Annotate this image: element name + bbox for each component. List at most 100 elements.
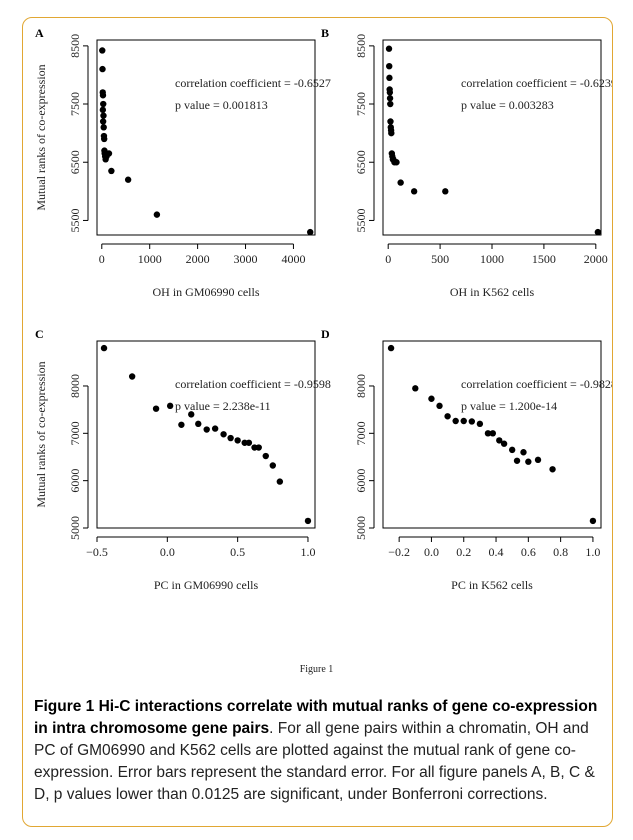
y-tick-label-c: 8000 — [68, 374, 82, 398]
data-point-c — [166, 402, 174, 410]
figure-caption: Figure 1 Hi-C interactions correlate wit… — [34, 696, 606, 806]
data-point-d — [387, 344, 395, 352]
y-tick-label-b: 7500 — [354, 92, 368, 116]
data-point-a — [105, 150, 113, 157]
data-point-d — [513, 457, 521, 464]
caption-text: . For all gene pairs within a chromatin,… — [34, 720, 595, 803]
plot-area-d — [382, 340, 602, 529]
data-point-c — [304, 517, 312, 525]
data-point-d — [460, 417, 467, 425]
y-tick-label-c: 6000 — [68, 469, 82, 493]
x-tick-label-a: 1000 — [138, 252, 162, 266]
data-point-c — [227, 434, 234, 442]
x-tick-label-a: 3000 — [234, 252, 258, 266]
y-tick-label-d: 5000 — [354, 516, 368, 540]
data-point-a — [99, 118, 107, 125]
y-tick-label-c: 7000 — [68, 421, 82, 445]
x-tick-label-d: 0.8 — [553, 545, 568, 559]
data-point-b — [410, 188, 418, 195]
data-point-a — [100, 124, 107, 131]
correlation-annotation-c: correlation coefficient = -0.9598 — [175, 377, 331, 391]
data-point-c — [269, 462, 277, 469]
data-point-a — [100, 100, 107, 108]
data-point-b — [594, 228, 602, 236]
data-point-d — [452, 417, 459, 425]
x-tick-label-a: 2000 — [186, 252, 210, 266]
data-point-d — [500, 440, 508, 447]
data-point-a — [153, 211, 161, 218]
data-point-b — [385, 45, 393, 52]
data-point-b — [388, 129, 395, 137]
x-tick-label-d: 0.2 — [456, 545, 471, 559]
p-value-annotation-b: p value = 0.003283 — [461, 98, 554, 112]
data-point-c — [188, 411, 195, 418]
y-axis-title-a: Mutual ranks of co-expression — [34, 64, 48, 210]
data-point-b — [386, 74, 393, 82]
data-point-b — [386, 62, 393, 70]
plot-area-a — [96, 39, 316, 236]
data-point-d — [412, 385, 419, 392]
x-axis-title-c: PC in GM06990 cells — [154, 578, 259, 592]
data-point-b — [397, 179, 404, 186]
data-point-d — [520, 449, 527, 456]
x-tick-label-c: 0.0 — [160, 545, 175, 559]
data-point-d — [589, 517, 597, 525]
y-tick-label-b: 8500 — [354, 34, 368, 58]
x-tick-label-a: 0 — [99, 252, 105, 266]
data-point-a — [108, 167, 115, 175]
data-point-d — [496, 437, 503, 444]
data-point-d — [476, 420, 484, 428]
data-point-a — [99, 92, 107, 99]
data-point-a — [124, 176, 132, 183]
data-point-b — [393, 159, 400, 166]
x-tick-label-a: 4000 — [281, 252, 305, 266]
data-point-a — [307, 228, 314, 236]
data-point-c — [262, 452, 269, 460]
y-tick-label-b: 6500 — [354, 150, 368, 174]
y-axis-title-c: Mutual ranks of co-expression — [34, 361, 48, 507]
x-tick-label-b: 1500 — [532, 252, 556, 266]
x-axis-title-a: OH in GM06990 cells — [153, 285, 260, 299]
data-point-c — [276, 478, 284, 485]
data-point-d — [436, 402, 443, 410]
figure-label: Figure 1 — [299, 664, 334, 675]
y-tick-label-a: 7500 — [68, 92, 82, 116]
correlation-annotation-b: correlation coefficient = -0.6239 — [461, 76, 613, 90]
data-point-a — [99, 106, 107, 114]
data-point-d — [549, 466, 556, 473]
data-point-a — [99, 65, 106, 73]
plot-area-c — [96, 340, 316, 529]
x-tick-label-c: 0.5 — [230, 545, 245, 559]
y-tick-label-d: 8000 — [354, 374, 368, 398]
x-tick-label-d: 0.0 — [424, 545, 439, 559]
data-point-b — [386, 95, 394, 102]
data-point-b — [442, 188, 449, 195]
x-tick-label-d: 0.4 — [489, 545, 504, 559]
x-tick-label-c: 1.0 — [300, 545, 315, 559]
x-tick-label-d: 0.6 — [521, 545, 536, 559]
x-tick-label-d: 1.0 — [585, 545, 600, 559]
figure-panels: A 0 1000 2000 3000 4000 5500 6500 7500 8500 OH in … — [34, 26, 613, 592]
panel-label-c: C — [35, 327, 44, 341]
x-tick-label-d: −0.2 — [388, 545, 410, 559]
data-point-c — [211, 425, 219, 432]
data-point-c — [195, 420, 202, 428]
data-point-b — [387, 118, 394, 125]
data-point-c — [152, 405, 160, 412]
y-tick-label-a: 8500 — [68, 34, 82, 58]
data-point-c — [100, 344, 108, 352]
y-tick-label-d: 7000 — [354, 421, 368, 445]
data-point-a — [100, 112, 107, 119]
data-point-c — [234, 437, 241, 444]
plot-area-b — [382, 39, 602, 236]
x-tick-label-b: 0 — [385, 252, 391, 266]
panel-label-a: A — [35, 26, 44, 40]
data-point-b — [386, 89, 394, 96]
x-axis-title-d: PC in K562 cells — [451, 578, 533, 592]
correlation-annotation-d: correlation coefficient = -0.9828 — [461, 377, 613, 391]
data-point-d — [489, 430, 497, 437]
figure-frame: A 0 1000 2000 3000 4000 5500 6500 7500 8500 OH in … — [22, 17, 613, 827]
y-tick-label-a: 5500 — [68, 208, 82, 232]
data-point-c — [203, 426, 210, 433]
panel-label-b: B — [321, 26, 329, 40]
